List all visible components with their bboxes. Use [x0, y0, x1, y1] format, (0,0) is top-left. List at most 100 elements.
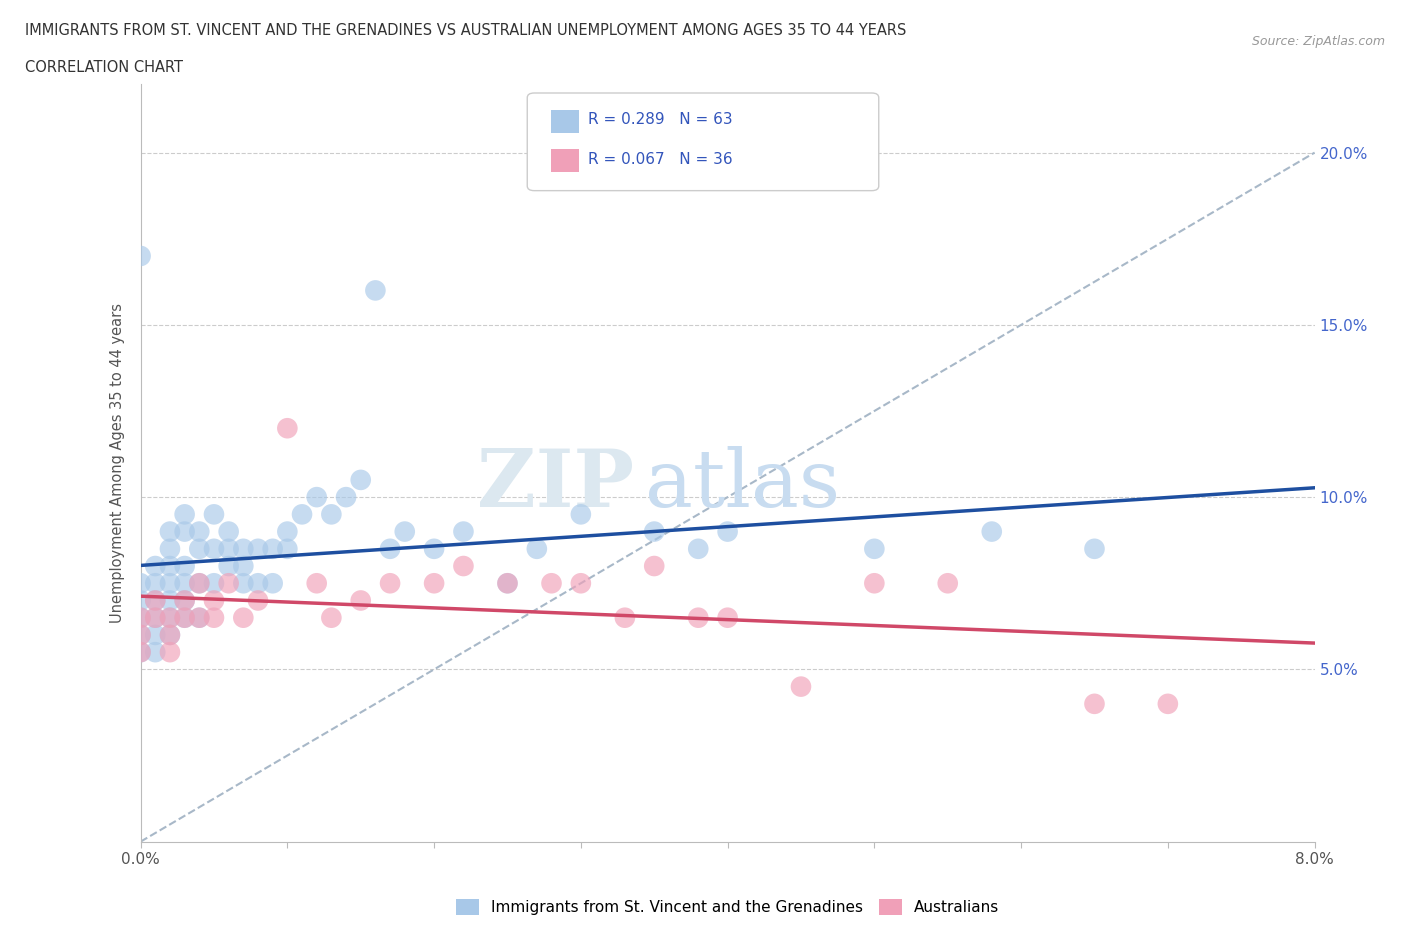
Point [202, 610, 225, 625]
Point [321, 610, 343, 625]
Point [305, 490, 328, 505]
Point [129, 644, 152, 659]
Point [247, 576, 270, 591]
Point [218, 525, 240, 539]
Point [980, 525, 1002, 539]
Point [364, 283, 387, 298]
Point [159, 541, 181, 556]
Point [129, 593, 152, 608]
Point [188, 525, 211, 539]
Point [159, 559, 181, 574]
Text: R = 0.289   N = 63: R = 0.289 N = 63 [588, 113, 733, 127]
Point [643, 525, 665, 539]
Point [453, 525, 475, 539]
Point [159, 628, 181, 643]
Point [202, 541, 225, 556]
Point [129, 644, 152, 659]
Point [276, 420, 298, 435]
Point [159, 576, 181, 591]
Point [143, 644, 166, 659]
Point [262, 576, 284, 591]
Point [159, 644, 181, 659]
Point [569, 507, 592, 522]
Point [423, 576, 446, 591]
Point [936, 576, 959, 591]
Point [1083, 697, 1105, 711]
Point [232, 610, 254, 625]
Point [129, 576, 152, 591]
Point [218, 559, 240, 574]
Point [202, 576, 225, 591]
Point [1083, 541, 1105, 556]
Point [159, 610, 181, 625]
Point [129, 248, 152, 263]
Point [159, 525, 181, 539]
Point [202, 507, 225, 522]
Point [143, 593, 166, 608]
Point [188, 541, 211, 556]
Point [863, 541, 886, 556]
Point [173, 507, 195, 522]
Point [569, 576, 592, 591]
Point [173, 559, 195, 574]
Text: ZIP: ZIP [477, 446, 634, 525]
Point [453, 559, 475, 574]
Point [202, 593, 225, 608]
Point [232, 559, 254, 574]
Text: R = 0.067   N = 36: R = 0.067 N = 36 [588, 152, 733, 166]
Text: Source: ZipAtlas.com: Source: ZipAtlas.com [1251, 35, 1385, 48]
Point [350, 472, 373, 487]
Y-axis label: Unemployment Among Ages 35 to 44 years: Unemployment Among Ages 35 to 44 years [110, 302, 125, 623]
Point [129, 628, 152, 643]
Point [129, 610, 152, 625]
Point [378, 541, 401, 556]
Point [790, 679, 813, 694]
Point [526, 541, 548, 556]
Point [276, 541, 298, 556]
Point [129, 628, 152, 643]
Text: atlas: atlas [645, 446, 841, 525]
Point [643, 559, 665, 574]
Point [173, 593, 195, 608]
Point [173, 593, 195, 608]
Point [143, 610, 166, 625]
Point [262, 541, 284, 556]
Point [717, 610, 740, 625]
Point [188, 610, 211, 625]
Point [173, 610, 195, 625]
Point [173, 576, 195, 591]
Point [232, 576, 254, 591]
Point [143, 576, 166, 591]
Point [188, 576, 211, 591]
Text: IMMIGRANTS FROM ST. VINCENT AND THE GRENADINES VS AUSTRALIAN UNEMPLOYMENT AMONG : IMMIGRANTS FROM ST. VINCENT AND THE GREN… [25, 23, 907, 38]
Point [173, 525, 195, 539]
Point [378, 576, 401, 591]
Point [159, 593, 181, 608]
Point [129, 610, 152, 625]
Point [540, 576, 562, 591]
Point [143, 628, 166, 643]
Point [350, 593, 373, 608]
Point [423, 541, 446, 556]
Point [321, 507, 343, 522]
Point [394, 525, 416, 539]
Point [688, 610, 710, 625]
Point [247, 541, 270, 556]
Point [291, 507, 314, 522]
Point [717, 525, 740, 539]
Legend: Immigrants from St. Vincent and the Grenadines, Australians: Immigrants from St. Vincent and the Gren… [450, 893, 1005, 922]
Point [188, 610, 211, 625]
Point [496, 576, 519, 591]
Point [247, 593, 270, 608]
Point [305, 576, 328, 591]
Point [688, 541, 710, 556]
Point [276, 525, 298, 539]
Point [159, 610, 181, 625]
Point [335, 490, 357, 505]
Point [863, 576, 886, 591]
Point [143, 559, 166, 574]
Point [496, 576, 519, 591]
Point [188, 576, 211, 591]
Point [159, 628, 181, 643]
Point [143, 593, 166, 608]
